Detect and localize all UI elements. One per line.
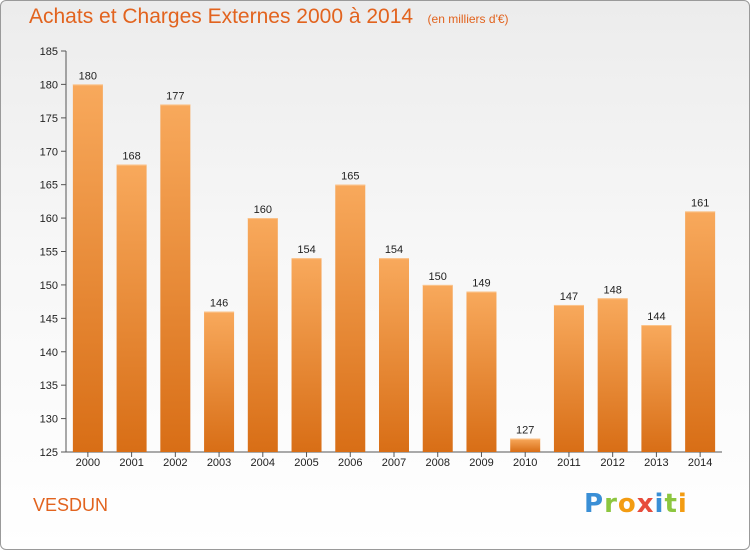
y-tick-label: 150: [40, 280, 58, 292]
logo-letter: t: [664, 489, 678, 519]
data-label: 160: [254, 204, 272, 216]
x-tick-label: 2009: [469, 457, 493, 469]
bar: [685, 211, 716, 452]
town-name: VESDUN: [33, 495, 109, 515]
x-tick-label: 2013: [644, 457, 668, 469]
x-tick-label: 2001: [119, 457, 143, 469]
bar: [510, 438, 541, 452]
x-tick-label: 2014: [688, 457, 712, 469]
data-label: 148: [603, 284, 621, 296]
bar: [422, 284, 453, 452]
bar-top-highlight: [116, 164, 147, 166]
x-tick-label: 2006: [338, 457, 362, 469]
y-tick-label: 160: [40, 213, 58, 225]
x-tick-label: 2012: [600, 457, 624, 469]
x-tick-label: 2000: [76, 457, 100, 469]
bar: [335, 184, 366, 452]
proxiti-logo: Proxiti: [584, 489, 688, 519]
y-tick-label: 180: [40, 79, 58, 91]
y-tick-label: 125: [40, 447, 58, 459]
bar: [466, 291, 497, 452]
bar: [597, 298, 628, 452]
data-label: 180: [79, 70, 97, 82]
bar: [72, 84, 103, 453]
x-tick-label: 2002: [163, 457, 187, 469]
bars: [72, 84, 716, 453]
y-tick-label: 165: [40, 180, 58, 192]
y-tick-label: 145: [40, 313, 58, 325]
bar: [204, 311, 235, 452]
y-tick-label: 135: [40, 380, 58, 392]
bar-top-highlight: [335, 184, 366, 186]
data-label: 161: [691, 197, 709, 209]
data-label: 168: [122, 151, 140, 163]
y-tick-label: 185: [40, 46, 58, 58]
bar: [291, 258, 322, 452]
bar-top-highlight: [160, 104, 191, 106]
x-tick-label: 2004: [251, 457, 275, 469]
bar: [160, 104, 191, 452]
data-label: 149: [472, 278, 490, 290]
bar-top-highlight: [247, 218, 278, 220]
data-label: 146: [210, 298, 228, 310]
x-tick-label: 2007: [382, 457, 406, 469]
bar-top-highlight: [641, 325, 672, 327]
data-label: 154: [385, 244, 403, 256]
logo-letter: P: [584, 489, 605, 519]
bar-top-highlight: [379, 258, 409, 260]
y-tick-label: 170: [40, 146, 58, 158]
bar: [379, 258, 409, 452]
logo-letter: i: [677, 489, 688, 519]
x-tick-label: 2010: [513, 457, 537, 469]
x-tick-label: 2005: [294, 457, 318, 469]
data-label: 127: [516, 425, 534, 437]
logo-letter: i: [654, 489, 665, 519]
bar-top-highlight: [597, 298, 628, 300]
x-tick-label: 2003: [207, 457, 231, 469]
bar: [247, 218, 278, 452]
logo-letter: x: [636, 489, 655, 519]
value-labels: 180 168 177 146 160 154 165 154 150 149 127 147 148 1…: [79, 70, 710, 436]
y-tick-label: 140: [40, 347, 58, 359]
bar: [553, 304, 584, 452]
x-tick-label: 2008: [425, 457, 449, 469]
chart-title-main: Achats et Charges Externes 2000 à 2014: [29, 5, 414, 28]
logo-letter: r: [604, 489, 618, 519]
data-label: 165: [341, 171, 359, 183]
data-label: 177: [166, 90, 184, 102]
bar-top-highlight: [466, 291, 497, 293]
bar-top-highlight: [553, 304, 584, 306]
bar-top-highlight: [422, 284, 453, 286]
bar: [641, 325, 672, 452]
y-tick-label: 155: [40, 247, 58, 259]
bar-top-highlight: [204, 311, 235, 313]
bar-top-highlight: [72, 84, 103, 86]
data-label: 150: [429, 271, 447, 283]
bar: [116, 164, 147, 452]
x-tick-label: 2011: [557, 457, 581, 469]
data-label: 144: [647, 311, 665, 323]
bar-top-highlight: [685, 211, 716, 213]
chart-title: Achats et Charges Externes 2000 à 2014 (…: [29, 5, 509, 29]
y-tick-label: 175: [40, 113, 58, 125]
chart-subtitle: (en milliers d'€): [427, 12, 509, 26]
logo-letter: o: [617, 489, 637, 519]
y-tick-label: 130: [40, 414, 58, 426]
data-label: 147: [560, 291, 578, 303]
bar-top-highlight: [510, 438, 541, 440]
data-label: 154: [297, 244, 315, 256]
bar-top-highlight: [291, 258, 322, 260]
